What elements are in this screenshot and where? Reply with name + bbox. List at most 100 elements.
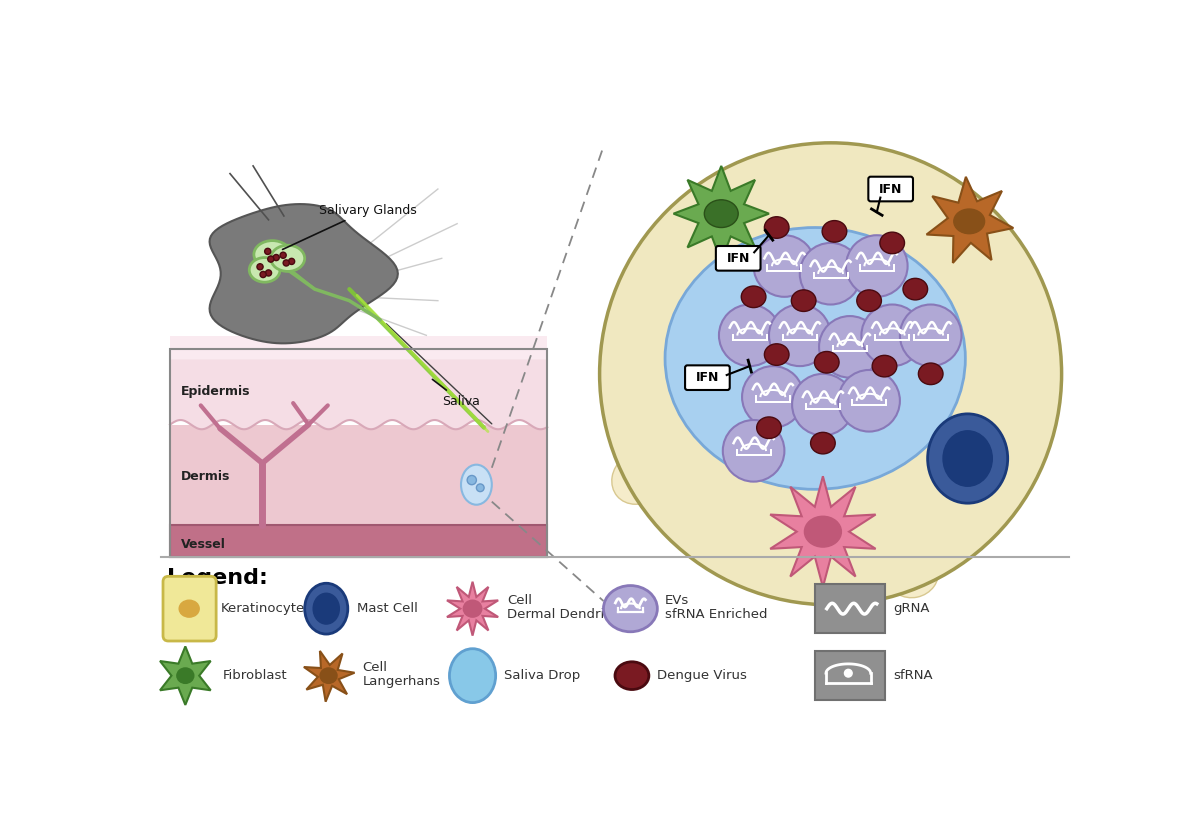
Ellipse shape bbox=[271, 245, 305, 272]
Ellipse shape bbox=[305, 583, 348, 634]
Circle shape bbox=[900, 304, 961, 366]
Text: EVs: EVs bbox=[665, 595, 689, 608]
Ellipse shape bbox=[176, 668, 194, 683]
Ellipse shape bbox=[943, 431, 992, 486]
Ellipse shape bbox=[918, 363, 943, 384]
Circle shape bbox=[467, 475, 476, 485]
FancyBboxPatch shape bbox=[685, 366, 730, 390]
Text: Epidermis: Epidermis bbox=[181, 385, 251, 398]
Polygon shape bbox=[446, 582, 498, 636]
Polygon shape bbox=[160, 646, 211, 705]
Circle shape bbox=[280, 252, 287, 258]
Ellipse shape bbox=[890, 424, 912, 440]
Circle shape bbox=[288, 258, 295, 264]
Text: IFN: IFN bbox=[696, 371, 719, 384]
Ellipse shape bbox=[991, 286, 1016, 305]
Text: Salivary Glands: Salivary Glands bbox=[282, 204, 416, 249]
Text: Saliva: Saliva bbox=[432, 380, 480, 407]
Ellipse shape bbox=[751, 540, 804, 596]
Ellipse shape bbox=[764, 217, 790, 238]
Ellipse shape bbox=[670, 242, 696, 254]
Ellipse shape bbox=[786, 321, 811, 338]
Ellipse shape bbox=[650, 226, 715, 270]
Circle shape bbox=[839, 370, 900, 432]
Ellipse shape bbox=[786, 158, 833, 204]
Ellipse shape bbox=[677, 330, 743, 375]
Ellipse shape bbox=[971, 446, 1026, 501]
Ellipse shape bbox=[604, 586, 658, 631]
Circle shape bbox=[274, 254, 280, 261]
Circle shape bbox=[283, 260, 289, 266]
Circle shape bbox=[799, 243, 862, 304]
Ellipse shape bbox=[928, 401, 949, 416]
Ellipse shape bbox=[803, 260, 826, 272]
Ellipse shape bbox=[872, 406, 929, 458]
Bar bbox=[170, 524, 547, 557]
Ellipse shape bbox=[880, 232, 905, 254]
Text: IFN: IFN bbox=[878, 182, 902, 196]
Ellipse shape bbox=[704, 200, 738, 227]
Circle shape bbox=[820, 316, 881, 378]
Text: Dermal Dendritic: Dermal Dendritic bbox=[508, 609, 620, 622]
Circle shape bbox=[260, 272, 266, 277]
Ellipse shape bbox=[612, 450, 667, 504]
Circle shape bbox=[792, 374, 853, 435]
Ellipse shape bbox=[622, 253, 676, 308]
Ellipse shape bbox=[928, 414, 1008, 503]
Circle shape bbox=[268, 256, 274, 263]
Ellipse shape bbox=[450, 649, 496, 703]
Text: Cell: Cell bbox=[362, 662, 388, 675]
Circle shape bbox=[265, 249, 271, 254]
Polygon shape bbox=[926, 177, 1013, 263]
Ellipse shape bbox=[942, 234, 965, 249]
Ellipse shape bbox=[970, 267, 1038, 324]
Text: sfRNA Enriched: sfRNA Enriched bbox=[665, 609, 768, 622]
Ellipse shape bbox=[944, 334, 992, 370]
Circle shape bbox=[265, 270, 271, 276]
Bar bbox=[815, 584, 884, 633]
Ellipse shape bbox=[954, 209, 985, 234]
Ellipse shape bbox=[791, 290, 816, 312]
Ellipse shape bbox=[872, 355, 896, 377]
Circle shape bbox=[722, 420, 785, 482]
Ellipse shape bbox=[886, 549, 938, 598]
Ellipse shape bbox=[763, 375, 784, 393]
Text: Langerhans: Langerhans bbox=[362, 676, 440, 688]
Ellipse shape bbox=[764, 344, 790, 366]
Text: Vessel: Vessel bbox=[181, 538, 226, 551]
Ellipse shape bbox=[911, 383, 966, 434]
Ellipse shape bbox=[250, 258, 280, 282]
Text: Dengue Virus: Dengue Virus bbox=[658, 669, 748, 682]
Ellipse shape bbox=[815, 352, 839, 373]
Circle shape bbox=[476, 484, 484, 492]
Ellipse shape bbox=[916, 277, 970, 320]
Ellipse shape bbox=[629, 470, 650, 485]
Ellipse shape bbox=[743, 456, 761, 470]
Circle shape bbox=[257, 263, 263, 270]
Ellipse shape bbox=[803, 564, 826, 580]
Polygon shape bbox=[304, 651, 354, 702]
Ellipse shape bbox=[665, 296, 682, 310]
Ellipse shape bbox=[926, 216, 980, 267]
Ellipse shape bbox=[665, 227, 965, 489]
Ellipse shape bbox=[463, 600, 481, 617]
Ellipse shape bbox=[988, 465, 1009, 482]
Circle shape bbox=[742, 366, 804, 428]
Circle shape bbox=[846, 236, 907, 297]
Ellipse shape bbox=[461, 465, 492, 505]
Polygon shape bbox=[210, 204, 398, 344]
Ellipse shape bbox=[688, 282, 733, 323]
Ellipse shape bbox=[179, 600, 199, 617]
Text: Dermis: Dermis bbox=[181, 470, 230, 483]
Text: gRNA: gRNA bbox=[894, 602, 930, 615]
Ellipse shape bbox=[774, 251, 835, 301]
Ellipse shape bbox=[973, 380, 1000, 392]
Circle shape bbox=[845, 669, 852, 677]
Bar bbox=[170, 336, 547, 359]
Text: sfRNA: sfRNA bbox=[894, 669, 934, 682]
Ellipse shape bbox=[746, 357, 800, 411]
Polygon shape bbox=[770, 476, 876, 587]
Ellipse shape bbox=[614, 662, 649, 690]
Text: Keratinocyte: Keratinocyte bbox=[221, 602, 305, 615]
Ellipse shape bbox=[790, 267, 817, 281]
